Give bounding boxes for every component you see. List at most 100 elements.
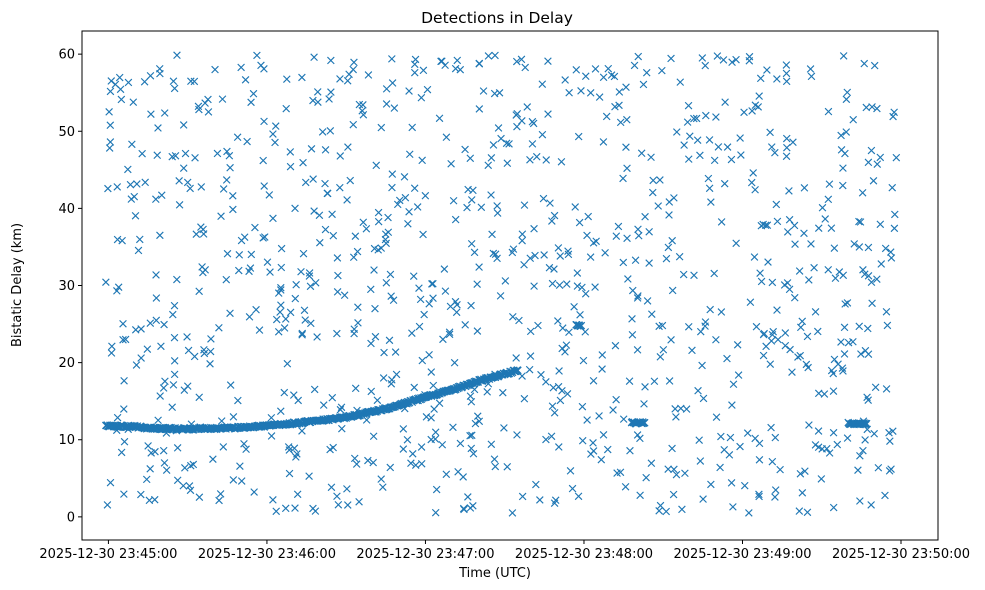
scatter-point	[564, 250, 573, 259]
scatter-point	[201, 99, 209, 107]
scatter-point	[655, 507, 663, 515]
scatter-point	[199, 225, 207, 234]
scatter-point	[839, 52, 848, 60]
scatter-point	[471, 419, 480, 428]
scatter-point	[755, 455, 764, 464]
scatter-point	[680, 141, 688, 149]
scatter-point	[500, 424, 508, 432]
scatter-point	[113, 413, 122, 422]
scatter-point	[129, 98, 138, 106]
scatter-point	[767, 143, 776, 151]
scatter-point	[103, 501, 112, 509]
scatter-point	[864, 396, 873, 404]
scatter-point	[528, 140, 537, 148]
scatter-point	[272, 507, 281, 516]
scatter-point	[794, 353, 802, 361]
scatter-point	[408, 450, 417, 458]
scatter-point	[206, 360, 214, 368]
scatter-point	[237, 477, 246, 485]
scatter-point	[782, 61, 791, 69]
scatter-point	[811, 441, 820, 449]
scatter-point	[470, 248, 479, 257]
scatter-point	[675, 252, 684, 261]
scatter-point	[706, 305, 714, 314]
scatter-point	[160, 320, 168, 329]
scatter-point	[520, 394, 529, 403]
scatter-point	[782, 152, 791, 161]
scatter-point	[869, 177, 878, 185]
scatter-point	[333, 492, 341, 501]
scatter-point	[367, 339, 375, 348]
scatter-point	[160, 109, 169, 117]
scatter-point	[417, 93, 426, 102]
scatter-point	[727, 479, 736, 487]
scatter-point	[386, 463, 395, 472]
scatter-point	[483, 388, 492, 396]
scatter-point	[487, 440, 496, 449]
scatter-point	[699, 495, 707, 503]
scatter-point	[716, 463, 724, 472]
scatter-point	[154, 416, 162, 425]
scatter-point	[116, 85, 125, 94]
scatter-point	[755, 92, 763, 100]
scatter-point	[467, 397, 476, 406]
scatter-point	[773, 217, 782, 226]
scatter-point	[218, 95, 227, 103]
scatter-point	[810, 263, 818, 272]
scatter-point	[615, 88, 624, 96]
scatter-point	[491, 51, 499, 60]
scatter-point	[502, 139, 511, 148]
scatter-point	[791, 240, 799, 248]
scatter-point	[452, 308, 461, 317]
scatter-point	[665, 211, 673, 219]
scatter-point	[814, 224, 823, 232]
scatter-point	[106, 138, 115, 146]
scatter-point	[783, 143, 791, 152]
scatter-point	[598, 351, 607, 359]
scatter-point	[226, 163, 234, 172]
scatter-point	[152, 294, 161, 302]
scatter-point	[783, 228, 792, 236]
scatter-point	[124, 165, 132, 174]
scatter-point	[890, 224, 899, 233]
scatter-point	[868, 103, 876, 111]
scatter-point	[399, 445, 408, 453]
scatter-point	[429, 381, 438, 390]
scatter-point	[152, 316, 161, 325]
scatter-point	[470, 385, 479, 394]
scatter-point	[578, 402, 587, 411]
scatter-point	[561, 348, 569, 356]
scatter-point	[829, 387, 838, 395]
scatter-point	[512, 57, 521, 66]
scatter-point	[392, 370, 401, 379]
scatter-point	[513, 122, 521, 131]
scatter-point	[388, 55, 396, 63]
scatter-point	[334, 500, 343, 509]
scatter-point	[350, 454, 359, 463]
scatter-point	[491, 250, 500, 259]
scatter-point	[597, 455, 606, 464]
scatter-point	[721, 98, 729, 106]
scatter-point	[568, 484, 577, 493]
scatter-point	[633, 431, 642, 439]
scatter-point	[719, 56, 728, 64]
scatter-point	[189, 460, 198, 469]
scatter-point	[168, 310, 177, 319]
scatter-point	[328, 393, 337, 402]
scatter-point	[441, 287, 450, 295]
scatter-point	[321, 179, 329, 188]
scatter-point	[532, 480, 540, 489]
scatter-point	[579, 356, 588, 365]
scatter-point	[860, 270, 869, 279]
scatter-point	[864, 158, 873, 167]
scatter-point	[740, 481, 749, 490]
scatter-point	[453, 300, 461, 309]
scatter-point	[309, 175, 317, 183]
scatter-point	[806, 65, 815, 73]
scatter-point	[564, 247, 572, 255]
scatter-point	[798, 317, 807, 326]
scatter-point	[489, 249, 498, 258]
scatter-point	[245, 313, 254, 321]
track-point	[577, 321, 586, 330]
scatter-point	[354, 319, 362, 327]
